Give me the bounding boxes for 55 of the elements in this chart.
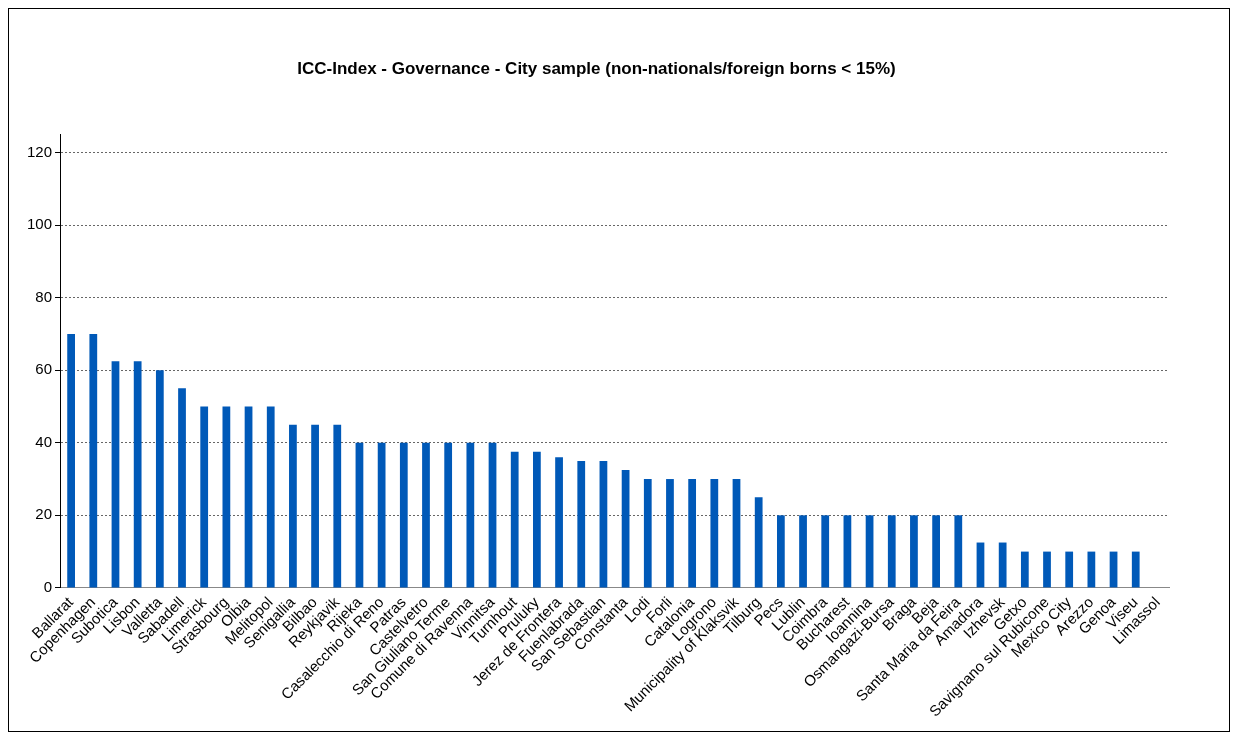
y-tick-label: 100: [27, 215, 53, 233]
bar: [821, 515, 830, 588]
bar: [555, 457, 563, 588]
bar: [688, 479, 697, 588]
bar: [67, 333, 75, 588]
bar: [488, 442, 497, 588]
bar: [1065, 551, 1074, 588]
bar: [1087, 551, 1096, 588]
bar: [599, 460, 608, 588]
bar: [355, 442, 364, 588]
bar: [887, 515, 896, 588]
bar: [732, 479, 741, 588]
bar: [244, 406, 253, 588]
bar: [222, 406, 231, 588]
bar: [422, 442, 430, 588]
bar: [577, 460, 586, 588]
bar: [466, 442, 475, 588]
bar: [998, 542, 1007, 588]
bar: [1043, 551, 1051, 588]
bar: [266, 406, 275, 588]
bar: [89, 333, 98, 588]
bar: [710, 479, 719, 588]
y-tick-label: 80: [35, 287, 53, 305]
y-tick-label: 0: [43, 578, 53, 596]
bar: [1020, 551, 1029, 588]
bar: [533, 451, 541, 588]
bar: [311, 424, 319, 588]
bar: [932, 515, 940, 588]
bar: [377, 442, 386, 588]
bar: [666, 479, 674, 588]
bar: [510, 451, 519, 588]
bar: [133, 361, 142, 588]
bar: [444, 442, 453, 588]
bar: [111, 361, 120, 588]
bar: [1131, 551, 1140, 588]
y-tick-label: 40: [35, 432, 53, 450]
bar: [155, 370, 164, 588]
bar: [289, 424, 297, 588]
bar: [200, 406, 209, 588]
bar: [799, 515, 807, 588]
bar: [910, 515, 918, 588]
bar: [333, 424, 342, 588]
bar: [754, 497, 763, 588]
bar: [776, 515, 785, 588]
bar: [954, 515, 963, 588]
bar: [643, 479, 652, 588]
y-tick-label: 60: [35, 360, 53, 378]
bar: [399, 442, 408, 588]
y-tick-label: 20: [35, 505, 53, 523]
y-tick-label: 120: [27, 142, 53, 160]
bar: [621, 469, 630, 588]
bar: [843, 515, 852, 588]
bar: [178, 388, 186, 588]
chart-title: ICC-Index - Governance - City sample (non-nationals/foreign borns < 15%): [297, 58, 896, 78]
bar: [865, 515, 874, 588]
